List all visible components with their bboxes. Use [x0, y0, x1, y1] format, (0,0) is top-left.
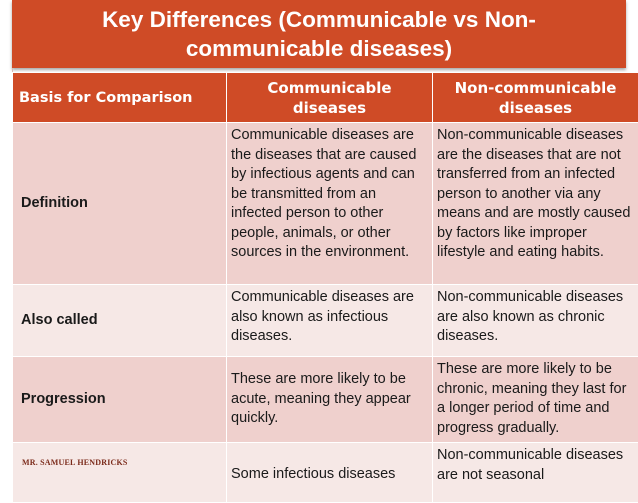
table-row: Also called Communicable diseases are al…: [13, 285, 638, 357]
header-communicable: Communicable diseases: [227, 73, 433, 123]
slide-title-bar: Key Differences (Communicable vs Non-com…: [12, 0, 626, 68]
comparison-table: Basis for Comparison Communicable diseas…: [12, 72, 638, 503]
row-label-progression: Progression: [13, 357, 227, 443]
cell-communicable-progression: These are more likely to be acute, meani…: [227, 357, 433, 443]
cell-communicable-also-called: Communicable diseases are also known as …: [227, 285, 433, 357]
row-label-also-called: Also called: [13, 285, 227, 357]
cell-communicable-definition: Communicable diseases are the diseases t…: [227, 123, 433, 285]
table-row: Progression These are more likely to be …: [13, 357, 638, 443]
author-watermark: MR. SAMUEL HENDRICKS: [22, 458, 128, 467]
header-basis-for-comparison: Basis for Comparison: [13, 73, 227, 123]
header-non-communicable: Non-communicable diseases: [433, 73, 638, 123]
cell-non-communicable-definition: Non-communicable diseases are the diseas…: [433, 123, 638, 285]
cell-non-communicable-progression: These are more likely to be chronic, mea…: [433, 357, 638, 443]
table-header-row: Basis for Comparison Communicable diseas…: [13, 73, 638, 123]
table-row: Definition Communicable diseases are the…: [13, 123, 638, 285]
row-label-seasonal: [13, 443, 227, 503]
cell-communicable-seasonal: Some infectious diseases: [227, 443, 433, 503]
slide-title: Key Differences (Communicable vs Non-com…: [12, 5, 626, 63]
table-row: Some infectious diseases Non-communicabl…: [13, 443, 638, 503]
row-label-definition: Definition: [13, 123, 227, 285]
cell-non-communicable-seasonal: Non-communicable diseases are not season…: [433, 443, 638, 503]
cell-non-communicable-also-called: Non-communicable diseases are also known…: [433, 285, 638, 357]
